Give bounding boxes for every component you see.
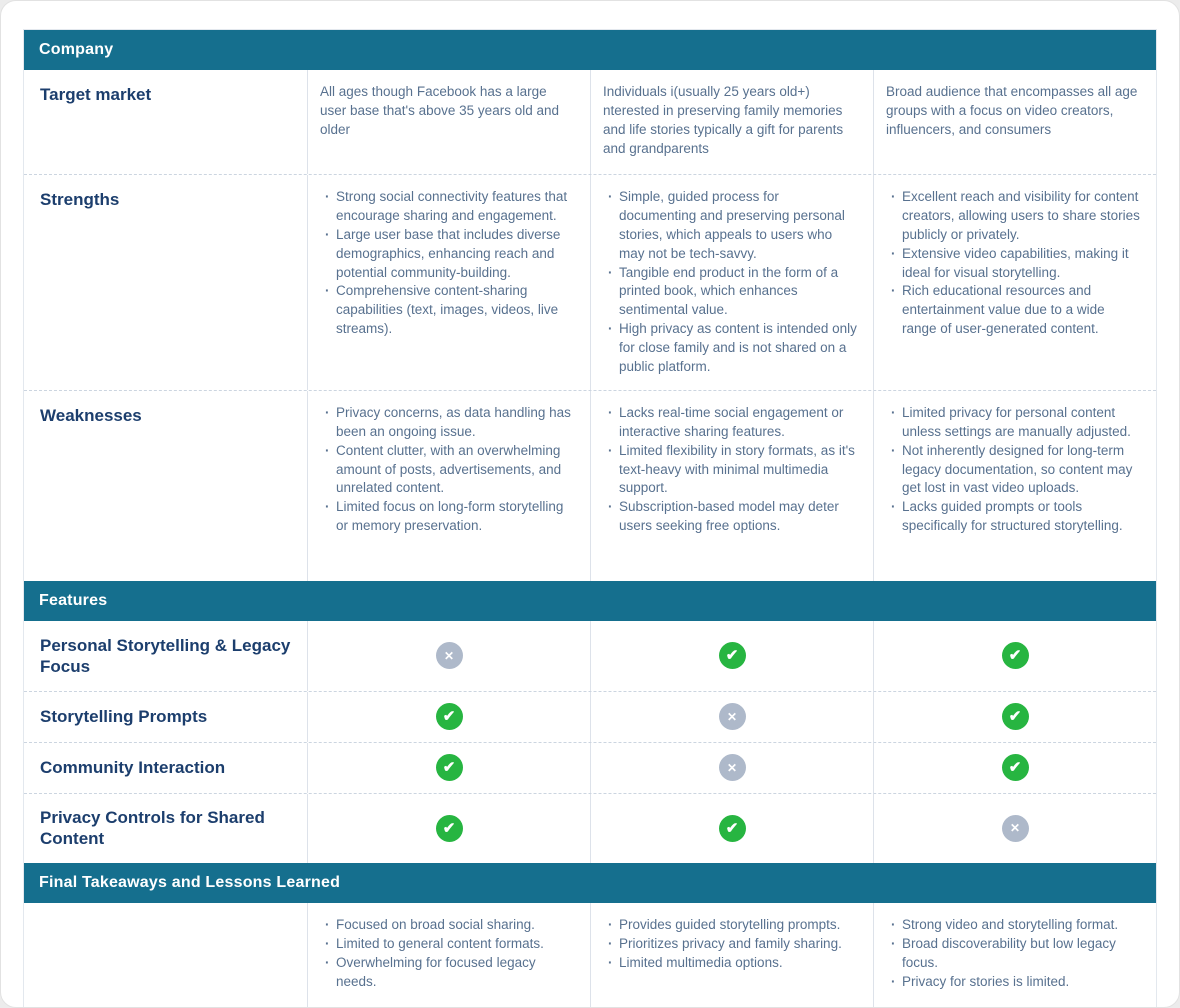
check-icon: ✔ xyxy=(1001,642,1029,670)
weaknesses-cell-2: Lacks real-time social engagement or int… xyxy=(590,390,873,581)
table-row-feature-storytelling-prompts: Storytelling Prompts ✔ ✕ ✔ xyxy=(24,690,1156,742)
feature-cell: ✔ xyxy=(307,793,590,863)
cross-icon: ✕ xyxy=(1001,814,1029,842)
check-icon: ✔ xyxy=(718,642,746,670)
bullet-item: Limited multimedia options. xyxy=(603,954,859,973)
bullet-list: Strong video and storytelling format. Br… xyxy=(886,916,1142,992)
bullet-item: Prioritizes privacy and family sharing. xyxy=(603,935,859,954)
bullet-item: Focused on broad social sharing. xyxy=(320,916,576,935)
bullet-list: Lacks real-time social engagement or int… xyxy=(603,404,859,536)
bullet-item: High privacy as content is intended only… xyxy=(603,320,859,377)
section-title: Company xyxy=(39,41,114,58)
section-title: Final Takeaways and Lessons Learned xyxy=(39,873,341,891)
bullet-item: Not inherently designed for long-term le… xyxy=(886,442,1142,499)
section-header-takeaways: Final Takeaways and Lessons Learned xyxy=(24,862,1156,903)
bullet-item: Limited focus on long-form storytelling … xyxy=(320,498,576,536)
table-row-feature-community-interaction: Community Interaction ✔ ✕ ✔ xyxy=(24,741,1156,793)
bullet-item: Broad discoverability but low legacy foc… xyxy=(886,935,1142,973)
bullet-item: Excellent reach and visibility for conte… xyxy=(886,188,1142,245)
table-row-weaknesses: Weaknesses Privacy concerns, as data han… xyxy=(24,389,1156,581)
target-market-cell-1: All ages though Facebook has a large use… xyxy=(307,70,590,174)
target-market-cell-3: Broad audience that encompasses all age … xyxy=(873,70,1156,174)
takeaways-cell-1: Focused on broad social sharing. Limited… xyxy=(307,902,590,1007)
check-icon: ✔ xyxy=(435,703,463,731)
weaknesses-cell-1: Privacy concerns, as data handling has b… xyxy=(307,390,590,581)
bullet-list: Provides guided storytelling prompts. Pr… xyxy=(603,916,859,973)
cross-icon: ✕ xyxy=(718,703,746,731)
feature-label: Personal Storytelling & Legacy Focus xyxy=(40,635,291,676)
row-label-weaknesses: Weaknesses xyxy=(40,405,142,425)
bullet-item: Comprehensive content-sharing capabiliti… xyxy=(320,282,576,339)
bullet-item: Strong video and storytelling format. xyxy=(886,916,1142,935)
table-row-takeaways: Focused on broad social sharing. Limited… xyxy=(24,902,1156,1007)
strengths-cell-1: Strong social connectivity features that… xyxy=(307,175,590,390)
feature-label: Privacy Controls for Shared Content xyxy=(40,808,265,849)
bullet-item: Limited to general content formats. xyxy=(320,935,576,954)
strengths-cell-2: Simple, guided process for documenting a… xyxy=(590,175,873,390)
bullet-list: Focused on broad social sharing. Limited… xyxy=(320,916,576,992)
takeaways-empty-label xyxy=(24,903,307,1007)
feature-label: Community Interaction xyxy=(40,758,226,778)
table-row-feature-privacy-controls: Privacy Controls for Shared Content ✔ ✔ … xyxy=(24,792,1156,863)
feature-cell: ✕ xyxy=(590,691,873,742)
section-title: Features xyxy=(39,591,108,609)
table-row-strengths: Strengths Strong social connectivity fea… xyxy=(24,174,1156,390)
bullet-item: Privacy concerns, as data handling has b… xyxy=(320,404,576,442)
bullet-item: Large user base that includes diverse de… xyxy=(320,226,576,283)
bullet-list: Simple, guided process for documenting a… xyxy=(603,188,859,377)
bullet-list: Excellent reach and visibility for conte… xyxy=(886,188,1142,339)
takeaways-cell-3: Strong video and storytelling format. Br… xyxy=(873,902,1156,1007)
feature-cell: ✔ xyxy=(590,793,873,863)
cross-icon: ✕ xyxy=(435,642,463,670)
table-row-target-market: Target market All ages though Facebook h… xyxy=(24,70,1156,174)
feature-cell: ✔ xyxy=(590,620,873,691)
bullet-item: Subscription-based model may deter users… xyxy=(603,498,859,536)
bullet-item: Simple, guided process for documenting a… xyxy=(603,188,859,264)
target-market-cell-2: Individuals i(usually 25 years old+) nte… xyxy=(590,70,873,174)
feature-cell: ✔ xyxy=(873,742,1156,793)
feature-cell: ✕ xyxy=(307,620,590,691)
row-label-strengths: Strengths xyxy=(40,190,120,209)
bullet-list: Privacy concerns, as data handling has b… xyxy=(320,404,576,536)
bullet-item: Rich educational resources and entertain… xyxy=(886,282,1142,339)
check-icon: ✔ xyxy=(435,754,463,782)
weaknesses-cell-3: Limited privacy for personal content unl… xyxy=(873,390,1156,581)
bullet-item: Provides guided storytelling prompts. xyxy=(603,916,859,935)
feature-cell: ✕ xyxy=(590,742,873,793)
feature-label: Storytelling Prompts xyxy=(40,707,208,727)
bullet-item: Privacy for stories is limited. xyxy=(886,973,1142,992)
feature-cell: ✕ xyxy=(873,793,1156,863)
comparison-table: Company Target market All ages though Fa… xyxy=(23,29,1157,1007)
feature-cell: ✔ xyxy=(873,691,1156,742)
bullet-item: Tangible end product in the form of a pr… xyxy=(603,264,859,321)
cross-icon: ✕ xyxy=(718,754,746,782)
bullet-item: Lacks guided prompts or tools specifical… xyxy=(886,498,1142,536)
bullet-item: Lacks real-time social engagement or int… xyxy=(603,404,859,442)
check-icon: ✔ xyxy=(1001,703,1029,731)
bullet-list: Strong social connectivity features that… xyxy=(320,188,576,339)
row-label-target-market: Target market xyxy=(40,85,152,104)
feature-cell: ✔ xyxy=(307,691,590,742)
bullet-item: Limited privacy for personal content unl… xyxy=(886,404,1142,442)
bullet-list: Limited privacy for personal content unl… xyxy=(886,404,1142,536)
strengths-cell-3: Excellent reach and visibility for conte… xyxy=(873,175,1156,390)
check-icon: ✔ xyxy=(1001,754,1029,782)
check-icon: ✔ xyxy=(718,814,746,842)
section-header-features: Features xyxy=(24,580,1156,621)
table-row-feature-personal-storytelling: Personal Storytelling & Legacy Focus ✕ ✔… xyxy=(24,620,1156,691)
feature-cell: ✔ xyxy=(873,620,1156,691)
bullet-item: Extensive video capabilities, making it … xyxy=(886,245,1142,283)
bullet-item: Strong social connectivity features that… xyxy=(320,188,576,226)
bullet-item: Overwhelming for focused legacy needs. xyxy=(320,954,576,992)
bullet-item: Limited flexibility in story formats, as… xyxy=(603,442,859,499)
bullet-item: Content clutter, with an overwhelming am… xyxy=(320,442,576,499)
feature-cell: ✔ xyxy=(307,742,590,793)
takeaways-cell-2: Provides guided storytelling prompts. Pr… xyxy=(590,902,873,1007)
section-header-company: Company xyxy=(24,30,1156,70)
check-icon: ✔ xyxy=(435,814,463,842)
